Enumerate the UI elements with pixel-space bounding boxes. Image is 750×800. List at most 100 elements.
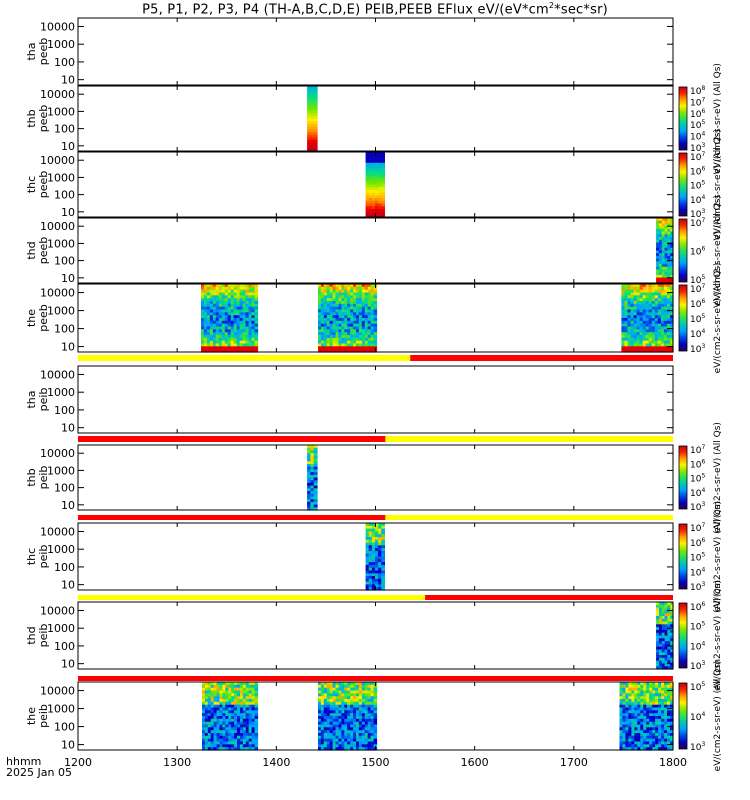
spectrogram-cell xyxy=(242,315,247,319)
spectrogram-cell xyxy=(225,707,229,711)
colorbar-label: 107 xyxy=(690,522,705,534)
spectrogram-cell xyxy=(242,303,247,308)
spectrogram-cell xyxy=(642,306,647,311)
spectrogram-cell xyxy=(373,713,378,717)
spectrogram-cell xyxy=(347,326,351,330)
spectrogram-cell xyxy=(318,747,322,751)
spectrogram-cell xyxy=(213,747,218,751)
spectrogram-cell xyxy=(657,298,662,302)
spectrogram-cell xyxy=(307,455,311,460)
spectrogram-cell xyxy=(624,289,629,294)
spectrogram-cell xyxy=(661,696,665,700)
spectrogram-cell xyxy=(643,716,647,720)
spectrogram-cell xyxy=(310,499,315,503)
spectrogram-cell xyxy=(378,550,382,555)
spectrogram-cell xyxy=(375,189,379,194)
spectrogram-cell xyxy=(663,292,668,296)
spectrogram-cell xyxy=(206,301,211,305)
y-tick-label: 1000 xyxy=(47,237,75,250)
spectrogram-cell xyxy=(365,534,370,538)
spectrogram-cell xyxy=(670,237,674,241)
spectrogram-cell xyxy=(329,716,334,720)
spectrogram-cell xyxy=(667,730,671,734)
spectrogram-cell xyxy=(368,581,373,585)
spectrogram-cell xyxy=(338,713,342,717)
spectrogram-cell xyxy=(633,318,638,322)
spectrogram-cell xyxy=(367,687,372,692)
spectrogram-cell xyxy=(630,346,635,350)
spectrogram-cell xyxy=(367,292,372,296)
spectrogram-cell xyxy=(215,309,220,313)
spectrogram-cell xyxy=(251,340,256,345)
spectrogram-cell xyxy=(651,343,656,347)
spectrogram-cell xyxy=(659,253,663,257)
panel-frame xyxy=(77,85,674,152)
spectrogram-cell xyxy=(224,284,229,288)
spectrogram-cell xyxy=(659,223,663,227)
spectrogram-cell xyxy=(210,724,215,728)
spectrogram-cell xyxy=(228,696,232,700)
spectrogram-cell xyxy=(318,724,322,728)
spectrogram-cell xyxy=(245,724,250,728)
spectrogram-cell xyxy=(215,295,220,299)
spectrogram-cell xyxy=(254,320,259,325)
spectrogram-cell xyxy=(248,690,253,694)
spectrogram-cell xyxy=(371,523,376,527)
spectrogram-cell xyxy=(230,329,235,333)
spectrogram-cell xyxy=(664,666,668,670)
spectrogram-cell xyxy=(318,284,322,288)
spectrogram-cell xyxy=(365,545,370,549)
spectrogram-cell xyxy=(203,298,208,302)
spectrogram-cell xyxy=(203,332,208,336)
spectrogram-cell xyxy=(335,682,339,686)
spectrogram-cell xyxy=(368,570,373,574)
spectrogram-cell xyxy=(227,326,232,330)
spectrogram-cell xyxy=(657,289,662,294)
spectrogram-cell xyxy=(661,613,666,617)
spectrogram-cell xyxy=(332,292,337,296)
spectrogram-cell xyxy=(625,721,629,726)
y-tick-label: 10000 xyxy=(40,20,75,33)
spectrogram-cell xyxy=(670,733,674,737)
spectrogram-cell xyxy=(651,340,656,345)
spectrogram-cell xyxy=(338,716,342,720)
spectrogram-cell xyxy=(251,295,256,299)
spectrogram-cell xyxy=(323,318,328,322)
spectrogram-cell xyxy=(204,741,209,745)
spectrogram-cell xyxy=(245,704,250,709)
spectrogram-cell xyxy=(667,657,671,662)
spectrogram-cell xyxy=(231,721,235,726)
spectrogram-cell xyxy=(233,292,238,296)
spectrogram-cell xyxy=(378,562,382,566)
spectrogram-cell xyxy=(320,738,325,743)
spectrogram-cell xyxy=(203,292,208,296)
spectrogram-cell xyxy=(364,298,369,302)
spectrogram-cell xyxy=(338,292,342,296)
spectrogram-cell xyxy=(630,303,635,308)
spectrogram-cell xyxy=(236,301,241,305)
spectrogram-cell xyxy=(225,690,229,694)
spectrogram-cell xyxy=(649,696,653,700)
spectrogram-cell xyxy=(225,747,229,751)
spectrogram-cell xyxy=(254,699,259,703)
spectrogram-cell xyxy=(221,340,226,345)
spectrogram-cell xyxy=(656,652,660,656)
spectrogram-cell xyxy=(245,747,250,751)
panel-ylabel: thcpeeb xyxy=(25,171,50,199)
spectrogram-cell xyxy=(320,315,325,319)
spectrogram-cell xyxy=(231,747,235,751)
spectrogram-cell xyxy=(245,335,250,339)
spectrogram-cell xyxy=(637,716,641,720)
spectrogram-cell xyxy=(341,303,345,308)
spectrogram-cell xyxy=(664,730,668,734)
spectrogram-cell xyxy=(637,724,641,728)
spectrogram-cell xyxy=(633,292,638,296)
spectrogram-cell xyxy=(326,312,331,316)
spectrogram-cell xyxy=(231,716,235,720)
spectrogram-cell xyxy=(659,643,663,648)
spectrogram-cell xyxy=(320,284,325,288)
spectrogram-cell xyxy=(661,747,665,751)
spectrogram-cell xyxy=(313,501,318,506)
spectrogram-cell xyxy=(307,115,311,120)
spectrogram-cell xyxy=(347,696,351,700)
